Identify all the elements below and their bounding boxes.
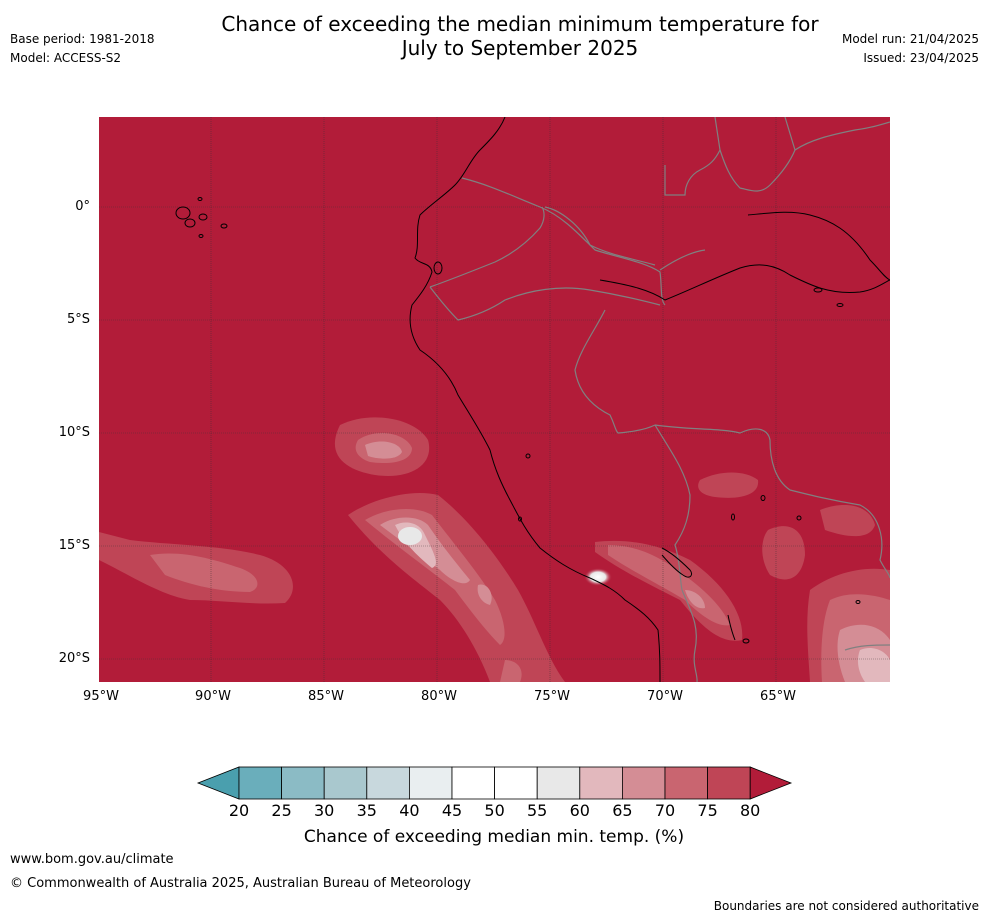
colorbar-segment [323,766,368,800]
model-name: Model: ACCESS-S2 [10,51,122,65]
country-borders [429,117,890,682]
title-line-2: July to September 2025 [401,36,639,60]
colorbar-segment [408,766,453,800]
colorbar-tick-label: 45 [441,801,463,820]
lon-label: 70°W [647,689,683,704]
colorbar-segment [494,766,538,800]
lon-label: 95°W [83,689,119,704]
base-period: Base period: 1981-2018 [10,32,155,46]
lon-label: 75°W [534,689,570,704]
colorbar-segment [451,766,495,800]
colorbar-tick-label: 70 [654,801,676,820]
colorbar-segment [536,766,581,800]
colorbar-tick-label: 35 [356,801,377,820]
colorbar-tick-label: 20 [228,801,250,820]
lon-label: 65°W [760,689,796,704]
colorbar-tick-label: 65 [612,801,633,820]
colorbar [196,766,793,800]
colorbar-tick-label: 55 [527,801,548,820]
graticule [99,117,890,682]
lon-label: 85°W [308,689,344,704]
colorbar-segment [664,766,708,800]
boundaries-disclaimer: Boundaries are not considered authoritat… [713,899,979,913]
colorbar-segment [707,766,751,800]
colorbar-extend-high [749,766,793,800]
copyright-text: © Commonwealth of Australia 2025, Austra… [10,876,471,891]
lat-label: 5°S [66,312,90,327]
lat-label: 15°S [58,538,90,553]
colorbar-segment [622,766,666,800]
colorbar-segment [366,766,410,800]
colorbar-tick-label: 80 [740,801,761,820]
contour-55 [398,527,422,545]
colorbar-segment [579,766,623,800]
colorbar-tick-label: 60 [569,801,590,820]
model-run: Model run: 21/04/2025 [841,32,979,46]
lon-label: 90°W [195,689,231,704]
coastline [175,117,890,682]
title-line-1: Chance of exceeding the median minimum t… [221,12,819,36]
chart-title: Chance of exceeding the median minimum t… [0,12,988,60]
website-link[interactable]: www.bom.gov.au/climate [10,852,174,867]
colorbar-segment [281,766,325,800]
issued-date: Issued: 23/04/2025 [863,51,979,65]
colorbar-tick-label: 50 [484,801,505,820]
lon-label: 80°W [421,689,457,704]
hotspot-coastal [584,568,612,586]
colorbar-title: Chance of exceeding median min. temp. (%… [303,827,685,847]
colorbar-extend-low [196,766,240,800]
colorbar-tick-label: 40 [399,801,420,820]
colorbar-tick-label: 75 [697,801,718,820]
colorbar-segment [238,766,282,800]
lat-label: 10°S [58,425,90,440]
colorbar-tick-label: 25 [271,801,292,820]
colorbar-tick-label: 30 [314,801,335,820]
lat-label: 0° [75,199,90,214]
lat-label: 20°S [58,651,90,666]
